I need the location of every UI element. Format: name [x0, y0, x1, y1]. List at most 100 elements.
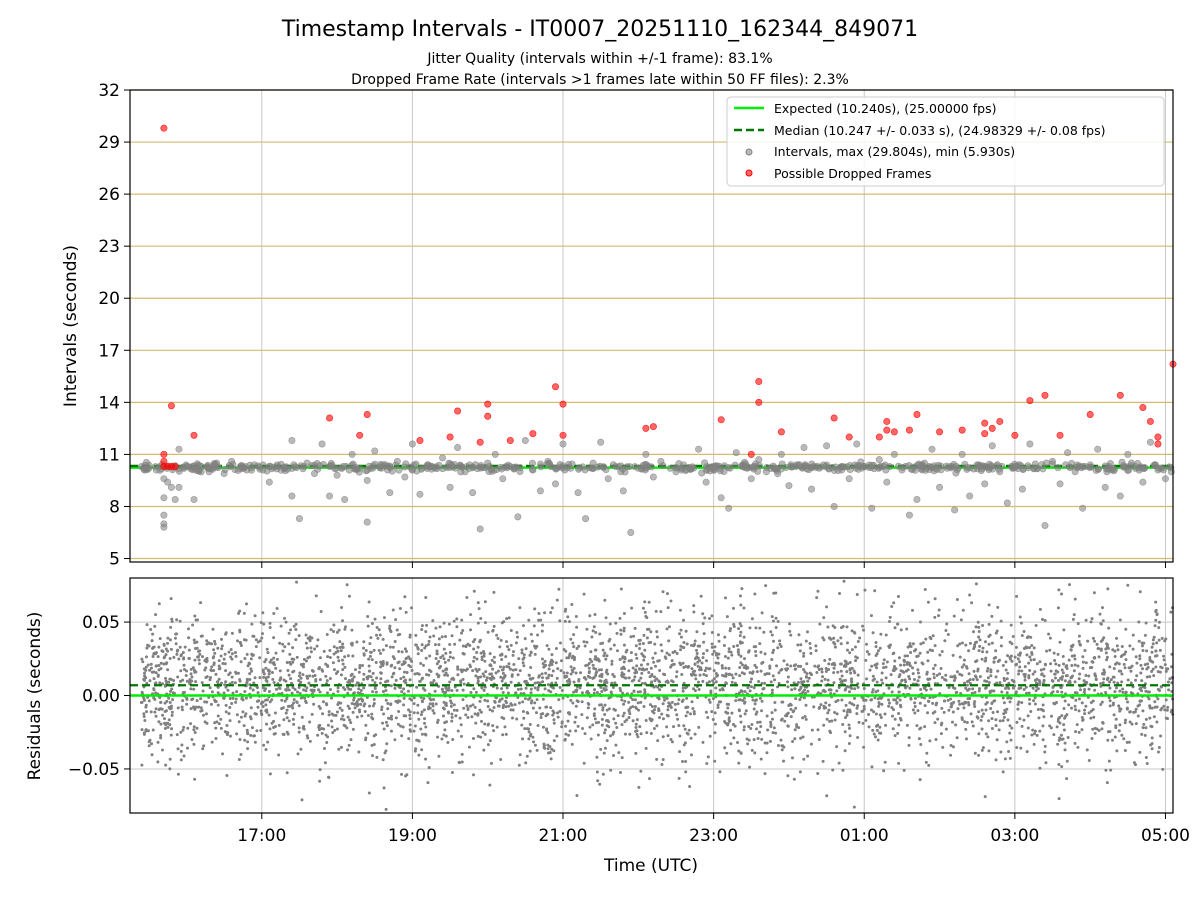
- residual-point: [572, 690, 576, 694]
- residual-point: [420, 710, 424, 714]
- residual-point: [1002, 701, 1006, 705]
- dropped-frame-point: [988, 424, 996, 432]
- interval-point: [371, 447, 379, 455]
- residual-point: [750, 722, 754, 726]
- residual-point: [635, 656, 639, 660]
- residual-point: [440, 737, 444, 741]
- interval-point: [237, 465, 245, 473]
- residual-point: [1004, 668, 1008, 672]
- residual-point: [870, 664, 874, 668]
- residual-point: [603, 651, 607, 655]
- residual-point: [1032, 742, 1036, 746]
- residual-point: [591, 723, 595, 727]
- residual-point: [372, 742, 376, 746]
- residual-point: [355, 715, 359, 719]
- residual-point: [855, 593, 859, 597]
- interval-point: [626, 463, 634, 471]
- interval-point: [228, 457, 236, 465]
- residual-point: [1070, 645, 1074, 649]
- residual-point: [427, 643, 431, 647]
- residual-point: [582, 761, 586, 765]
- residual-point: [726, 723, 730, 727]
- interval-point: [152, 466, 160, 474]
- residual-point: [752, 738, 756, 742]
- residual-point: [786, 680, 790, 684]
- residual-point: [291, 717, 295, 721]
- residual-point: [586, 706, 590, 710]
- residual-point: [853, 671, 857, 675]
- residual-point: [444, 703, 448, 707]
- residual-point: [797, 664, 801, 668]
- residual-point: [327, 710, 331, 714]
- residual-point: [272, 612, 276, 616]
- interval-point: [1146, 438, 1154, 446]
- residual-point: [1132, 710, 1136, 714]
- residual-point: [537, 618, 541, 622]
- residual-point: [697, 688, 701, 692]
- residual-point: [964, 643, 968, 647]
- residual-point: [341, 714, 345, 718]
- interval-point: [634, 464, 642, 472]
- residual-point: [971, 687, 975, 691]
- residual-point: [603, 703, 607, 707]
- residual-point: [601, 706, 605, 710]
- residual-point: [642, 658, 646, 662]
- residual-point: [755, 710, 759, 714]
- residual-point: [169, 706, 173, 710]
- residual-point: [467, 745, 471, 749]
- residual-point: [881, 681, 885, 685]
- residual-point: [1126, 700, 1130, 704]
- residual-point: [1119, 654, 1123, 658]
- residual-point: [431, 704, 435, 708]
- residual-point: [864, 658, 868, 662]
- residual-point: [244, 712, 248, 716]
- residual-point: [683, 727, 687, 731]
- interval-point: [528, 459, 536, 467]
- residual-point: [518, 753, 522, 757]
- residual-point: [222, 657, 226, 661]
- residual-point: [358, 710, 362, 714]
- residual-point: [637, 708, 641, 712]
- residual-point: [635, 707, 639, 711]
- residual-point: [456, 667, 460, 671]
- residual-point: [509, 708, 513, 712]
- residual-point: [386, 707, 390, 711]
- interval-point: [461, 468, 469, 476]
- residual-point: [1027, 691, 1031, 695]
- residual-point: [1084, 618, 1088, 622]
- residual-point: [368, 642, 372, 646]
- residual-point: [1126, 678, 1130, 682]
- residual-point: [343, 687, 347, 691]
- residual-point: [798, 770, 802, 774]
- residual-point: [587, 702, 591, 706]
- residual-point: [708, 667, 712, 671]
- residual-point: [883, 760, 887, 764]
- residual-point: [861, 721, 865, 725]
- residual-point: [843, 730, 847, 734]
- residual-point: [1104, 768, 1108, 772]
- residual-point: [522, 656, 526, 660]
- residual-point: [911, 708, 915, 712]
- residual-point: [1087, 674, 1091, 678]
- residual-point: [250, 622, 254, 626]
- residual-point: [994, 649, 998, 653]
- residual-point: [389, 629, 393, 633]
- residual-point: [823, 677, 827, 681]
- residual-point: [189, 672, 193, 676]
- residual-point: [476, 645, 480, 649]
- residual-point: [913, 711, 917, 715]
- residual-point: [1121, 690, 1125, 694]
- residual-point: [833, 626, 837, 630]
- residual-point: [629, 658, 633, 662]
- interval-point: [619, 487, 627, 495]
- interval-point: [498, 465, 506, 473]
- interval-point: [408, 466, 416, 474]
- residual-point: [573, 720, 577, 724]
- residual-point: [252, 734, 256, 738]
- residual-point: [552, 749, 556, 753]
- dropped-frame-point: [167, 402, 175, 410]
- residual-point: [326, 691, 330, 695]
- residual-point: [1143, 663, 1147, 667]
- interval-point: [167, 483, 175, 491]
- residual-point: [1125, 706, 1129, 710]
